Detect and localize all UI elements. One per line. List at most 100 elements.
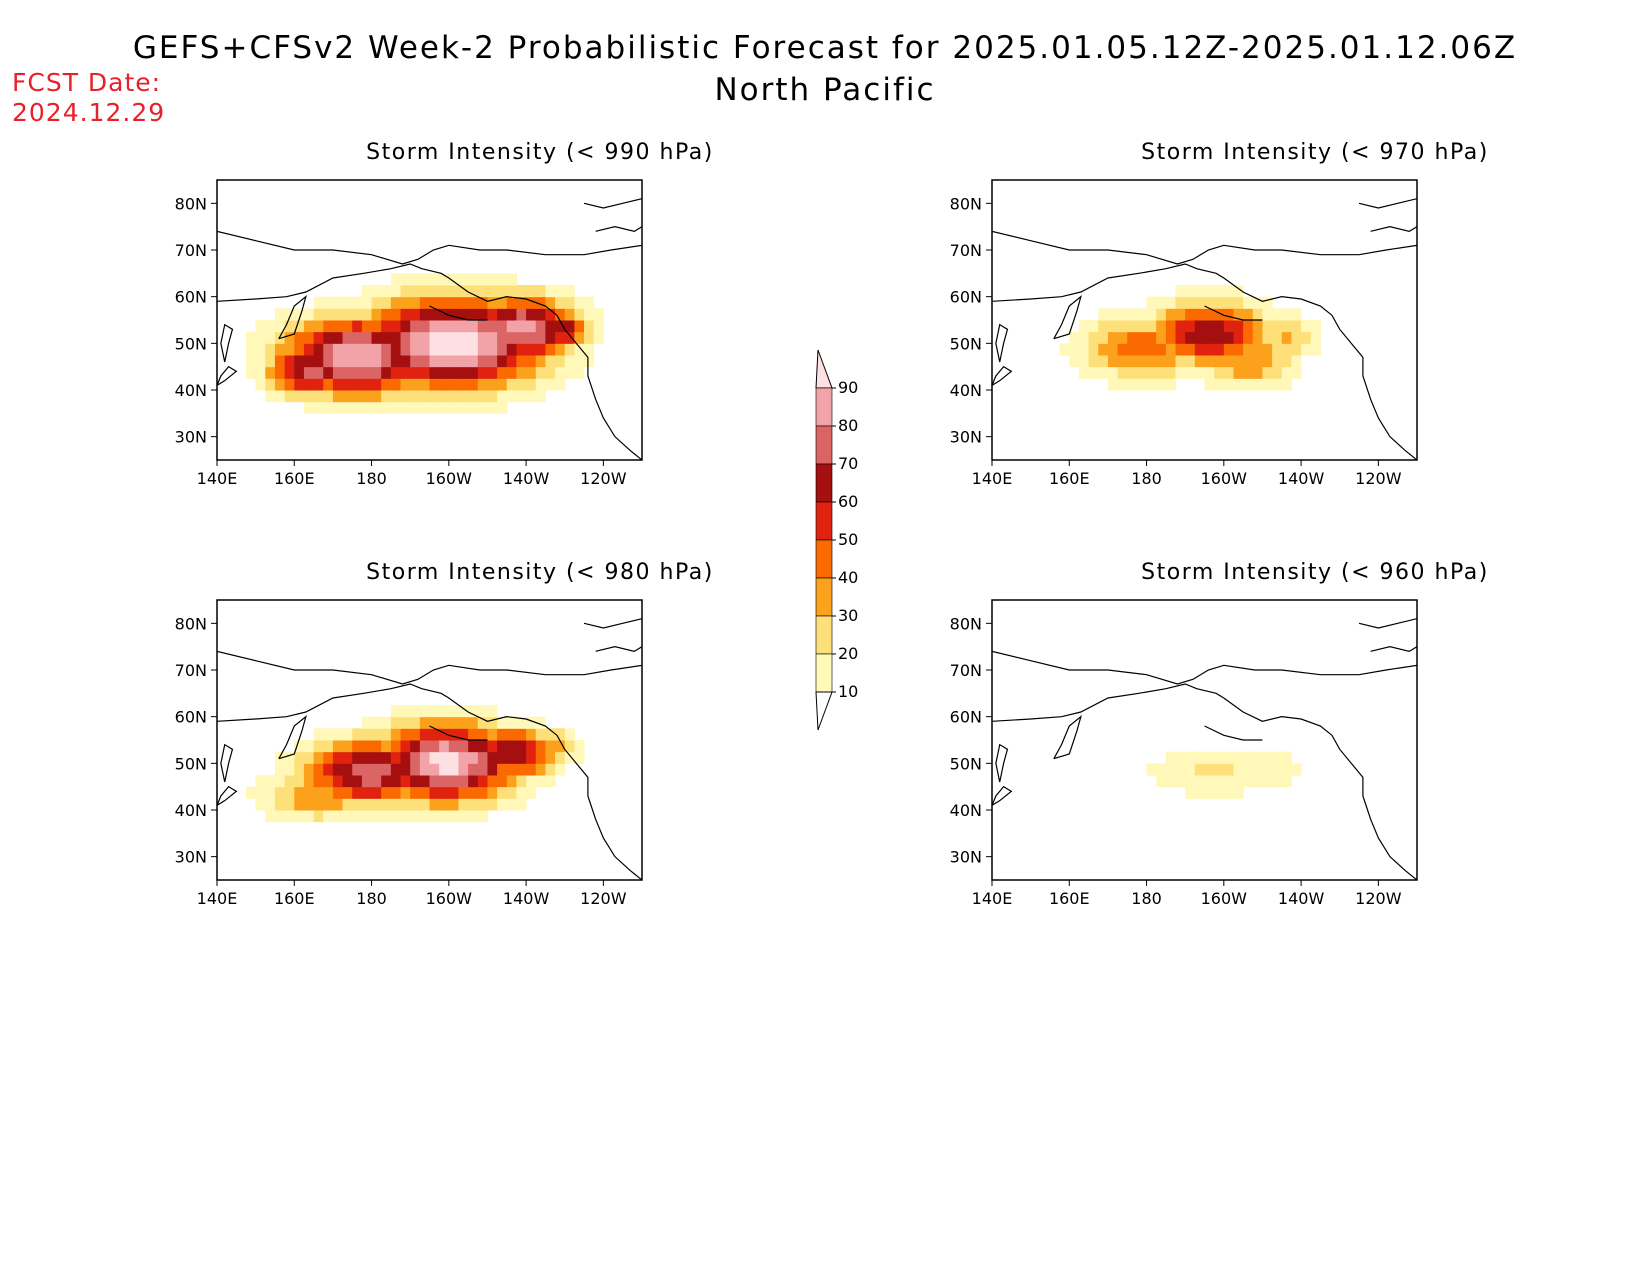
prob-cell bbox=[1098, 320, 1109, 333]
prob-cell bbox=[506, 728, 517, 741]
prob-cell bbox=[1194, 775, 1205, 788]
prob-cell bbox=[371, 728, 382, 741]
prob-cell bbox=[1214, 786, 1225, 799]
prob-cell bbox=[265, 390, 276, 403]
prob-cell bbox=[458, 751, 469, 764]
prob-cell bbox=[1117, 331, 1128, 344]
prob-cell bbox=[506, 390, 517, 403]
prob-cell bbox=[1175, 751, 1186, 764]
prob-cell bbox=[390, 390, 402, 403]
prob-cell bbox=[516, 751, 527, 764]
prob-cell bbox=[1272, 751, 1283, 764]
prob-cell bbox=[545, 728, 556, 741]
prob-cell bbox=[516, 786, 527, 799]
prob-cell bbox=[419, 810, 430, 823]
prob-cell bbox=[526, 296, 537, 309]
prob-cell bbox=[1185, 355, 1196, 368]
prob-cell bbox=[371, 296, 382, 309]
prob-cell bbox=[371, 331, 382, 344]
prob-cell bbox=[1185, 285, 1196, 298]
prob-cell bbox=[361, 285, 373, 298]
prob-cell bbox=[255, 331, 266, 344]
prob-cell bbox=[545, 775, 556, 788]
prob-cell bbox=[390, 775, 402, 788]
prob-cell bbox=[487, 728, 498, 741]
prob-cell bbox=[429, 798, 440, 811]
prob-cell bbox=[497, 320, 508, 333]
prob-cell bbox=[255, 775, 266, 788]
prob-cell bbox=[1243, 331, 1254, 344]
prob-cell bbox=[381, 401, 392, 414]
prob-cell bbox=[400, 378, 411, 391]
prob-cell bbox=[332, 401, 344, 414]
prob-cell bbox=[448, 273, 459, 286]
coastline bbox=[220, 743, 234, 783]
coastline bbox=[278, 715, 307, 760]
prob-cell bbox=[323, 296, 334, 309]
prob-cell bbox=[323, 740, 334, 753]
prob-cell bbox=[400, 296, 411, 309]
colorbar-segment bbox=[815, 615, 833, 655]
prob-cell bbox=[342, 355, 353, 368]
lat-tick-label: 60N bbox=[175, 288, 207, 307]
prob-cell bbox=[332, 390, 344, 403]
prob-cell bbox=[1252, 366, 1263, 379]
prob-cell bbox=[458, 320, 469, 333]
prob-cell bbox=[497, 296, 508, 309]
prob-cell bbox=[400, 320, 411, 333]
prob-cell bbox=[274, 308, 286, 321]
lat-tick-label: 40N bbox=[175, 381, 207, 400]
lon-tick-label: 120W bbox=[580, 889, 627, 908]
prob-cell bbox=[1272, 775, 1283, 788]
prob-cell bbox=[361, 740, 373, 753]
prob-cell bbox=[303, 343, 315, 356]
coastline bbox=[992, 650, 1417, 685]
prob-cell bbox=[352, 331, 363, 344]
prob-cell bbox=[294, 378, 305, 391]
prob-cell bbox=[1175, 296, 1186, 309]
prob-cell bbox=[555, 366, 566, 379]
prob-cell bbox=[1098, 355, 1109, 368]
prob-cell bbox=[303, 751, 315, 764]
prob-cell bbox=[294, 740, 305, 753]
prob-cell bbox=[506, 751, 517, 764]
prob-cell bbox=[468, 331, 479, 344]
panel-990: Storm Intensity (< 990 hPa) 140E 160E 180 1… bbox=[160, 140, 920, 560]
prob-cell bbox=[371, 763, 382, 776]
prob-cell bbox=[390, 786, 402, 799]
prob-cell bbox=[1165, 378, 1177, 391]
prob-cell bbox=[1204, 355, 1215, 368]
prob-cell bbox=[1165, 366, 1177, 379]
prob-cell bbox=[352, 378, 363, 391]
prob-cell bbox=[535, 728, 546, 741]
prob-cell bbox=[1214, 343, 1225, 356]
prob-cell bbox=[1233, 751, 1244, 764]
prob-cell bbox=[477, 355, 488, 368]
prob-cell bbox=[1204, 320, 1215, 333]
prob-cell bbox=[555, 320, 566, 333]
prob-cell bbox=[342, 308, 353, 321]
prob-cell bbox=[458, 343, 469, 356]
prob-cell bbox=[332, 378, 344, 391]
prob-cell bbox=[410, 285, 421, 298]
prob-cell bbox=[468, 355, 479, 368]
prob-cell bbox=[342, 320, 353, 333]
prob-cell bbox=[313, 343, 324, 356]
prob-cell bbox=[419, 401, 430, 414]
prob-cell bbox=[526, 343, 537, 356]
coastline bbox=[992, 785, 1013, 806]
prob-cell bbox=[390, 355, 402, 368]
prob-cell bbox=[448, 366, 459, 379]
prob-cell bbox=[361, 763, 373, 776]
prob-cell bbox=[381, 378, 392, 391]
prob-cell bbox=[1262, 378, 1273, 391]
prob-cell bbox=[303, 775, 315, 788]
prob-cell bbox=[294, 331, 305, 344]
prob-cell bbox=[448, 401, 459, 414]
prob-cell bbox=[294, 763, 305, 776]
prob-cell bbox=[1185, 296, 1196, 309]
prob-cell bbox=[1175, 331, 1186, 344]
prob-cell bbox=[468, 273, 479, 286]
prob-cell bbox=[294, 775, 305, 788]
prob-cell bbox=[265, 331, 276, 344]
